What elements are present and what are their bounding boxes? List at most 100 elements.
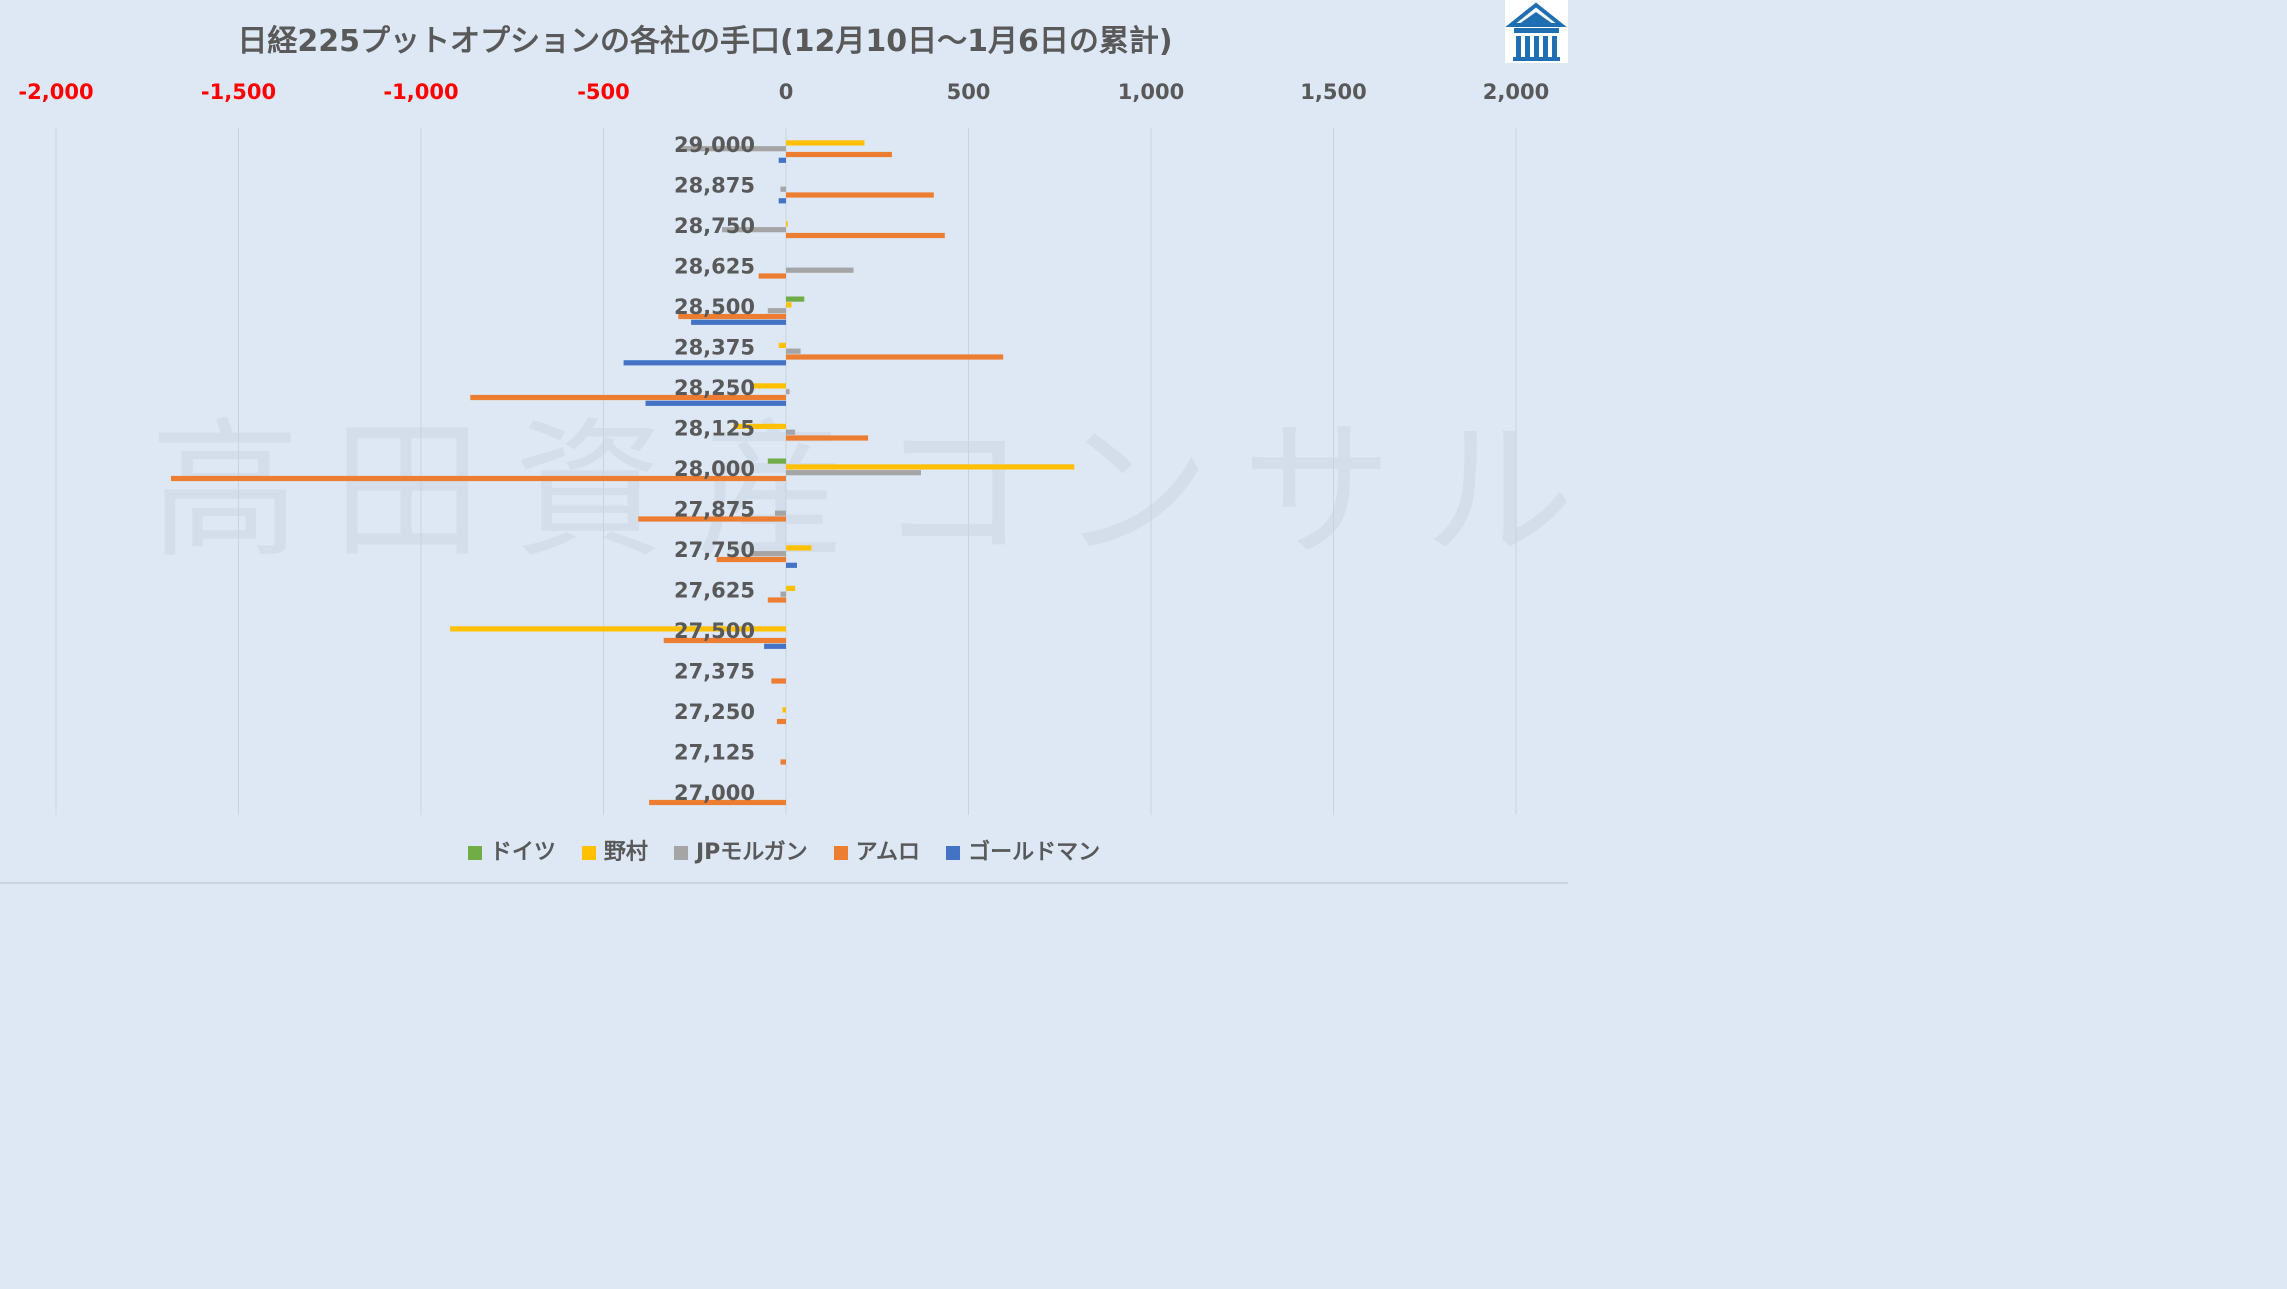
category-label: 28,625 [674, 255, 755, 279]
x-tick-label: -1,500 [201, 80, 276, 104]
category-label: 27,000 [674, 781, 755, 805]
bar [733, 423, 786, 429]
bar [775, 510, 786, 516]
category-label: 29,000 [674, 133, 755, 157]
legend-label: アムロ [855, 840, 921, 865]
bar [786, 464, 1075, 470]
category-label: 27,375 [674, 660, 755, 684]
bar [771, 678, 786, 684]
bar [786, 232, 945, 239]
x-tick-label: -500 [577, 80, 630, 104]
legend-swatch [467, 846, 482, 860]
legend-swatch [581, 846, 596, 860]
category-label: 28,250 [674, 376, 755, 400]
bars [171, 140, 1075, 806]
legend-label: JPモルガン [695, 840, 808, 865]
bar [171, 475, 786, 482]
bar [786, 267, 854, 273]
bar [786, 296, 805, 302]
category-label: 28,875 [674, 174, 755, 198]
bar [776, 718, 786, 725]
bar [623, 360, 786, 366]
bottom-border [0, 882, 1568, 884]
category-label: 27,625 [674, 579, 755, 603]
category-label: 28,750 [674, 214, 755, 238]
x-axis-ticks: -2,000 -1,500 -1,000 -500 0 500 1,000 1,500 2,00… [18, 80, 1549, 104]
chart-legend: ドイツ 野村 JPモルガン アムロ ゴールドマン [0, 834, 1568, 866]
x-tick-label: 1,500 [1300, 80, 1366, 104]
bar [786, 545, 812, 551]
bar [778, 157, 786, 163]
bar [780, 591, 786, 597]
bar [778, 342, 786, 348]
bar [691, 319, 786, 325]
bar [786, 429, 796, 435]
x-tick-label: 2,000 [1483, 80, 1549, 104]
x-tick-label: 1,000 [1118, 80, 1184, 104]
bar [786, 435, 869, 441]
bar [786, 151, 892, 158]
bar [649, 799, 786, 806]
x-tick-label: 500 [947, 80, 991, 104]
bar [678, 313, 786, 320]
bar [767, 597, 787, 603]
legend-swatch [673, 846, 688, 860]
bar [638, 516, 786, 522]
bar [786, 221, 788, 227]
legend-item: JPモルガン [673, 834, 808, 866]
bar [753, 383, 786, 389]
bar [780, 759, 786, 765]
bar [680, 146, 786, 152]
legend-item: 野村 [581, 834, 648, 866]
bar [722, 227, 786, 233]
watermark: 高田資産コンサル [150, 405, 1607, 579]
bar [470, 394, 786, 401]
category-label: 27,750 [674, 538, 755, 562]
bar [786, 389, 790, 395]
legend-label: ドイツ [489, 840, 556, 865]
legend-label: 野村 [603, 840, 648, 865]
bar [786, 140, 865, 146]
legend-swatch [833, 846, 848, 860]
bar [786, 470, 921, 476]
bar [786, 562, 797, 568]
category-label: 28,125 [674, 417, 755, 441]
bar [786, 348, 801, 354]
bar [786, 192, 934, 198]
legend-swatch [946, 846, 961, 860]
bar [786, 585, 796, 591]
category-label: 27,125 [674, 741, 755, 765]
bar [780, 186, 786, 192]
bar [782, 707, 786, 713]
bar [716, 556, 786, 563]
house-logo-icon [1505, 0, 1568, 63]
bar [450, 626, 786, 632]
bar [767, 458, 787, 464]
gridlines [55, 128, 1517, 815]
bar [764, 643, 786, 649]
chart-canvas: 日経225プットオプションの各社の手口(12月10日～1月6日の累計) 高田資産… [0, 0, 1574, 884]
category-label: 27,875 [674, 498, 755, 522]
category-labels: 29,000 28,875 28,750 28,625 28,500 28,375 28,2… [674, 133, 755, 805]
legend-label: ゴールドマン [968, 840, 1101, 865]
x-tick-label: 0 [779, 80, 794, 104]
x-tick-label: -1,000 [383, 80, 458, 104]
bar [786, 302, 792, 308]
legend-item: アムロ [833, 834, 921, 866]
category-label: 28,375 [674, 336, 755, 360]
category-label: 27,500 [674, 619, 755, 643]
x-tick-label: -2,000 [18, 80, 93, 104]
category-label: 27,250 [674, 700, 755, 724]
chart-title: 日経225プットオプションの各社の手口(12月10日～1月6日の累計) [237, 24, 1173, 59]
category-label: 28,500 [674, 295, 755, 319]
bar [767, 308, 787, 314]
chart-plot: -2,000 -1,500 -1,000 -500 0 500 1,000 1,500 2,00… [18, 80, 1549, 815]
bar [663, 637, 786, 644]
bar [758, 273, 786, 279]
legend-item: ドイツ [467, 834, 556, 866]
bar [751, 551, 786, 557]
bar [786, 354, 1004, 360]
bar [778, 198, 786, 204]
bar [645, 400, 786, 406]
category-label: 28,000 [674, 457, 755, 481]
